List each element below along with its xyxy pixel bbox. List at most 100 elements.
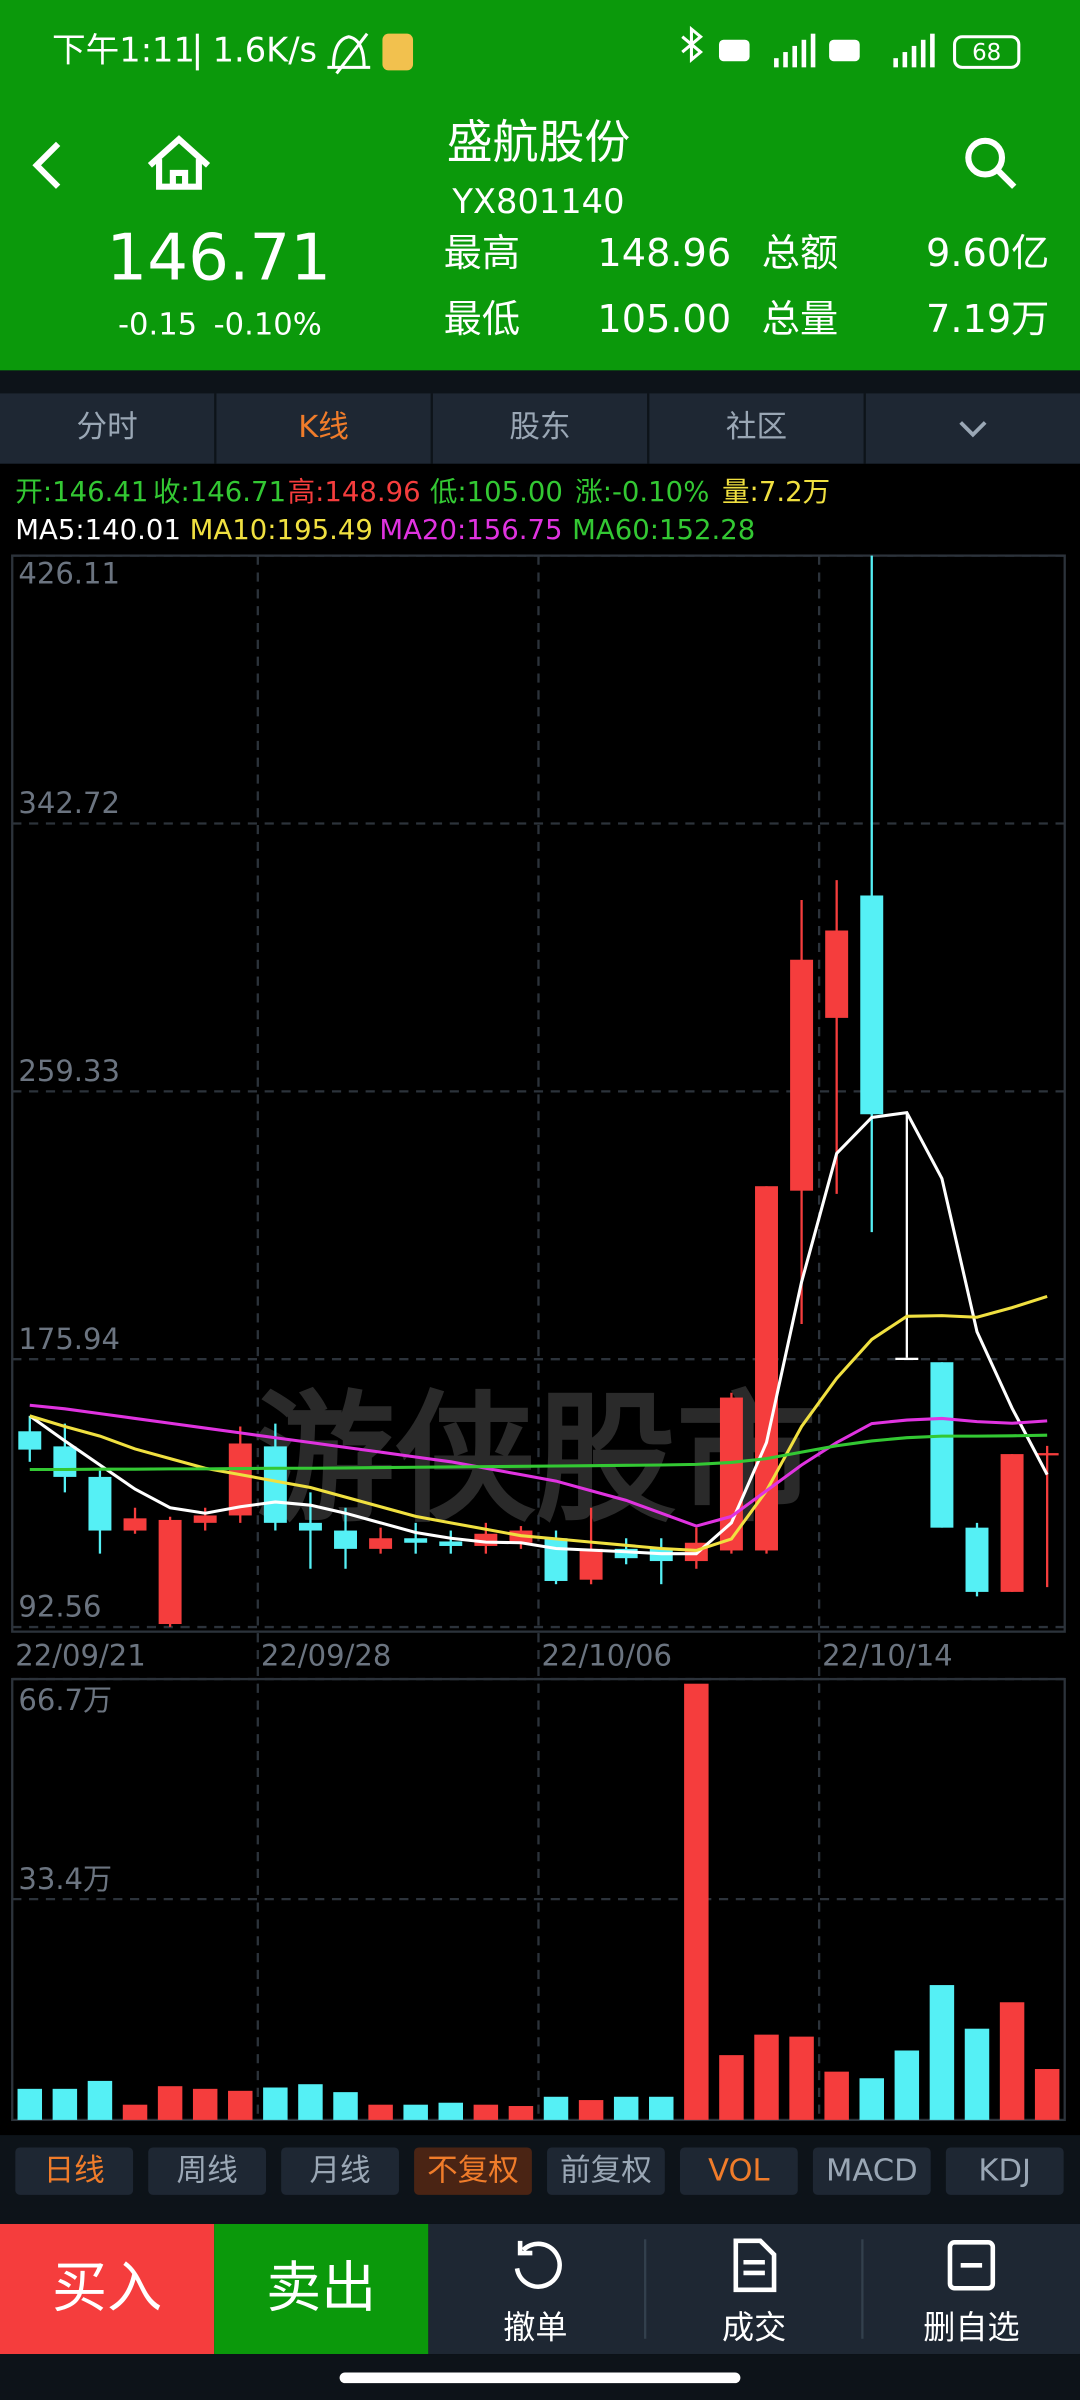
remove-watch[interactable]: 删自选: [923, 2240, 1020, 2347]
period-label: 月线: [309, 2153, 370, 2188]
app-icon: [382, 33, 414, 71]
mute-icon: [327, 32, 371, 75]
volume-bar: [438, 2102, 464, 2120]
period-button[interactable]: [148, 2147, 267, 2195]
period-button[interactable]: [414, 2147, 532, 2195]
candle-body: [579, 1548, 603, 1580]
deals-label: 成交: [722, 2309, 786, 2347]
signal-icons: [718, 33, 935, 68]
status-speed: 1.6K/s: [213, 31, 317, 70]
candle-body: [930, 1362, 954, 1528]
candle-body: [369, 1538, 393, 1549]
candle-body: [334, 1530, 357, 1549]
volume-bar: [964, 2028, 990, 2120]
period-label: 不复权: [427, 2153, 519, 2188]
cancel-order[interactable]: 撤单: [503, 2240, 568, 2347]
period-button[interactable]: [281, 2147, 399, 2195]
deals-icon: [733, 2238, 777, 2293]
tab-divider: [863, 393, 866, 464]
period-button[interactable]: [945, 2147, 1064, 2195]
remove-label: 删自选: [923, 2309, 1019, 2347]
period-button[interactable]: [679, 2147, 798, 2195]
candle-body: [228, 1443, 252, 1516]
quote-item: 开:146.41: [15, 476, 148, 508]
y-tick-label: 33.4万: [18, 1862, 112, 1896]
price-change: -0.15: [118, 308, 197, 343]
tab-bar: [0, 393, 1080, 464]
battery-level: 68: [972, 40, 1001, 66]
divider: [644, 2239, 647, 2339]
cancel-label: 撤单: [503, 2309, 567, 2347]
volume-bar: [789, 2036, 814, 2120]
period-button[interactable]: [547, 2147, 665, 2195]
quote-item: 低:105.00: [430, 476, 563, 508]
remove-icon: [947, 2240, 996, 2291]
volume-bar: [298, 2084, 323, 2120]
period-label: MACD: [826, 2153, 918, 2188]
period-label: 周线: [177, 2153, 238, 2188]
stat-value: 148.96: [597, 231, 731, 276]
volume-bar: [508, 2106, 534, 2120]
period-buttons: 日线 周线 月线 不复权 前复权 VOL MACD KDJ: [15, 2147, 1064, 2195]
tab[interactable]: 分时: [76, 410, 137, 445]
tabs: 分时 K线 股东 社区: [76, 393, 866, 464]
candle-body: [860, 895, 884, 1115]
tab[interactable]: 社区: [726, 410, 787, 445]
candle-body: [404, 1538, 428, 1543]
legend-entry: MA60:152.28: [572, 514, 755, 546]
volume-bar: [368, 2104, 393, 2120]
stat-label: 最高: [444, 231, 520, 276]
volume-bar: [684, 1683, 709, 2120]
deals[interactable]: 成交: [722, 2238, 786, 2347]
volume-bar: [157, 2086, 183, 2120]
volume-bar: [403, 2104, 428, 2120]
tab[interactable]: 股东: [509, 410, 570, 445]
stock-price: 146.71: [106, 220, 331, 295]
period-button[interactable]: [15, 2147, 134, 2195]
period-label: 前复权: [560, 2153, 652, 2188]
more-tab[interactable]: [959, 421, 987, 438]
tab-divider: [647, 393, 650, 464]
stock-name: 盛航股份: [447, 115, 631, 169]
stock-code: YX801140: [451, 182, 624, 221]
candle-body: [895, 1357, 919, 1361]
sell-label: 卖出: [266, 2255, 376, 2319]
ma-line: [28, 1110, 1049, 1556]
candle-body: [790, 959, 814, 1191]
legend-entry: MA10:195.49: [190, 514, 373, 546]
volume-bar: [613, 2096, 639, 2120]
search-button[interactable]: [965, 137, 1017, 189]
home-indicator[interactable]: [339, 2372, 741, 2384]
stat-label: 总量: [762, 297, 838, 342]
y-tick-label: 66.7万: [18, 1683, 112, 1717]
period-button[interactable]: [812, 2147, 931, 2195]
stat-value: 7.19万: [926, 297, 1049, 342]
candle-body: [298, 1522, 322, 1531]
volume-bar: [859, 2078, 884, 2120]
volume-bar: [999, 2002, 1025, 2120]
volume-chart: 66.7万 33.4万: [12, 1677, 1065, 2120]
quote-item: 涨:-0.10%: [575, 476, 709, 508]
status-time: 下午1:11: [52, 31, 195, 70]
kline-chart: 游侠股市426.11342.72259.33175.9492.5622/09/2…: [12, 554, 1065, 2120]
home-button[interactable]: [147, 135, 211, 190]
buy-button[interactable]: [0, 2223, 215, 2355]
legend: MA5:140.01 MA10:195.49 MA20:156.75 MA60:152…: [15, 514, 755, 546]
battery-icon: [953, 35, 1021, 69]
tab-divider: [430, 393, 433, 464]
volume-bar: [578, 2100, 604, 2120]
ma-line: [29, 1433, 1048, 1472]
candle-body: [263, 1446, 287, 1523]
volume-bar: [719, 2055, 744, 2120]
back-button[interactable]: [32, 141, 61, 189]
volume-bar: [473, 2104, 499, 2120]
quote-item: 量:7.2万: [722, 476, 830, 508]
volume-bar: [649, 2096, 674, 2120]
quote-item: 高:148.96: [288, 476, 421, 508]
stat-value: 9.60亿: [926, 231, 1049, 276]
sell-button[interactable]: [214, 2223, 429, 2355]
tab[interactable]: K线: [298, 410, 349, 445]
x-tick-label: 22/09/28: [261, 1639, 391, 1673]
